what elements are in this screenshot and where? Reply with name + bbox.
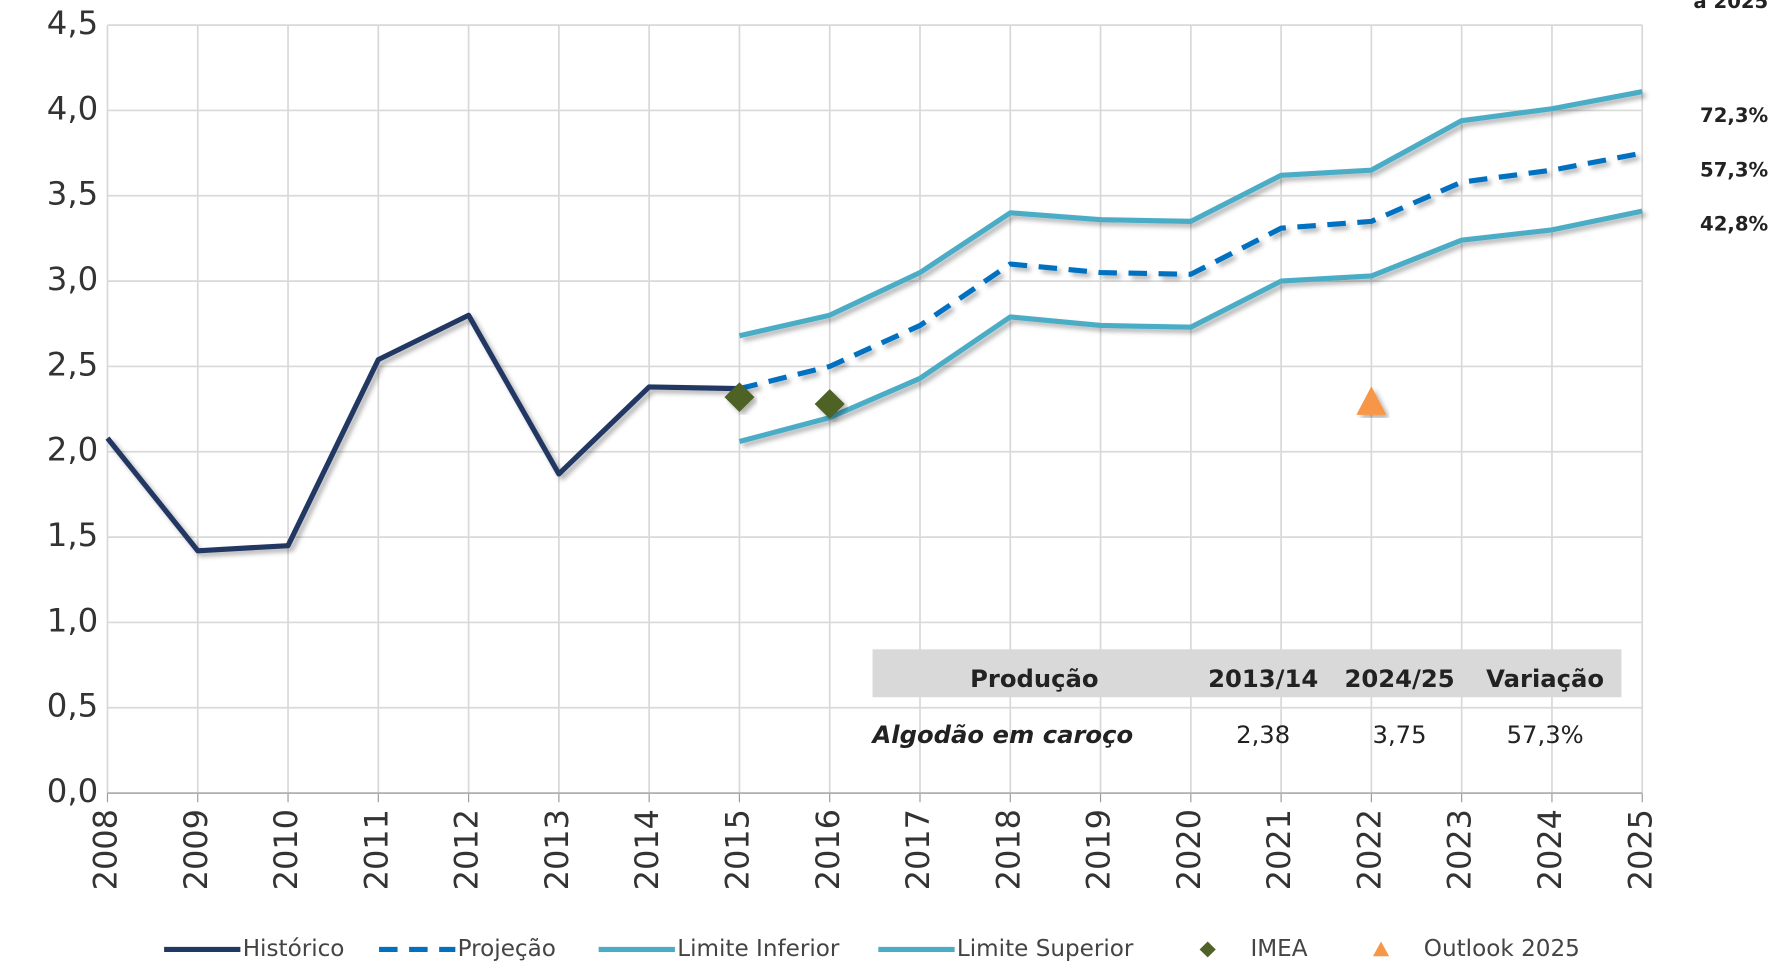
legend-label: Histórico <box>243 936 345 962</box>
x-tick-label: 2023 <box>1441 809 1479 890</box>
y-tick-label: 2,0 <box>47 431 98 469</box>
legend-marker <box>1199 941 1216 958</box>
legend-label: Outlook 2025 <box>1424 936 1580 962</box>
marker <box>814 389 845 419</box>
x-tick-label: 2020 <box>1170 809 1208 890</box>
series-line <box>738 89 1643 339</box>
marker <box>1356 386 1387 415</box>
legend-label: IMEA <box>1250 936 1307 962</box>
y-tick-label: 0,5 <box>47 687 98 725</box>
x-tick-label: 2018 <box>989 809 1027 890</box>
x-tick-label: 2022 <box>1350 809 1388 890</box>
x-tick-label: 2012 <box>447 809 485 890</box>
y-tick-label: 2,5 <box>47 346 98 384</box>
legend-label: Limite Superior <box>957 936 1134 962</box>
legend-marker <box>1372 941 1390 957</box>
y-tick-label: 3,0 <box>47 260 98 298</box>
table-header: Produção <box>970 665 1098 693</box>
x-tick-label: 2017 <box>899 809 937 890</box>
x-tick-label: 2009 <box>177 809 215 890</box>
y-tick-label: 4,0 <box>47 90 98 128</box>
x-tick-label: 2024 <box>1531 809 1569 890</box>
table-cell: 3,75 <box>1373 721 1427 749</box>
legend-label: Projeção <box>458 936 556 962</box>
table-cell: 2,38 <box>1236 721 1290 749</box>
table-header: 2013/14 <box>1208 665 1318 693</box>
annotation: a 2025 <box>1693 0 1768 13</box>
series-line <box>738 208 1643 445</box>
marker <box>724 382 755 412</box>
table-header: 2024/25 <box>1344 665 1454 693</box>
y-tick-label: 0,0 <box>47 772 98 810</box>
table-cell: 57,3% <box>1507 721 1584 749</box>
x-tick-label: 2014 <box>628 809 666 890</box>
series-line <box>105 312 740 554</box>
x-tick-label: 2025 <box>1621 809 1659 890</box>
table-header: Variação <box>1486 665 1604 693</box>
y-tick-label: 3,5 <box>47 175 98 213</box>
x-tick-label: 2013 <box>538 809 576 890</box>
legend-label: Limite Inferior <box>677 936 840 962</box>
y-tick-label: 1,0 <box>47 602 98 640</box>
annotation: 57,3% <box>1700 159 1768 182</box>
x-tick-label: 2015 <box>718 809 756 890</box>
x-tick-label: 2021 <box>1260 809 1298 890</box>
x-tick-label: 2008 <box>86 809 124 890</box>
table-header-bg <box>872 649 1622 698</box>
y-tick-label: 1,5 <box>47 516 98 554</box>
table-cell: Algodão em caroço <box>871 721 1134 749</box>
x-tick-label: 2011 <box>357 809 395 890</box>
y-tick-label: 4,5 <box>47 4 98 42</box>
x-tick-label: 2019 <box>1079 809 1117 890</box>
annotation: 72,3% <box>1700 104 1768 127</box>
x-tick-label: 2010 <box>267 809 305 890</box>
annotation: 42,8% <box>1700 212 1768 235</box>
x-tick-label: 2016 <box>809 809 847 890</box>
series-line <box>738 150 1643 392</box>
